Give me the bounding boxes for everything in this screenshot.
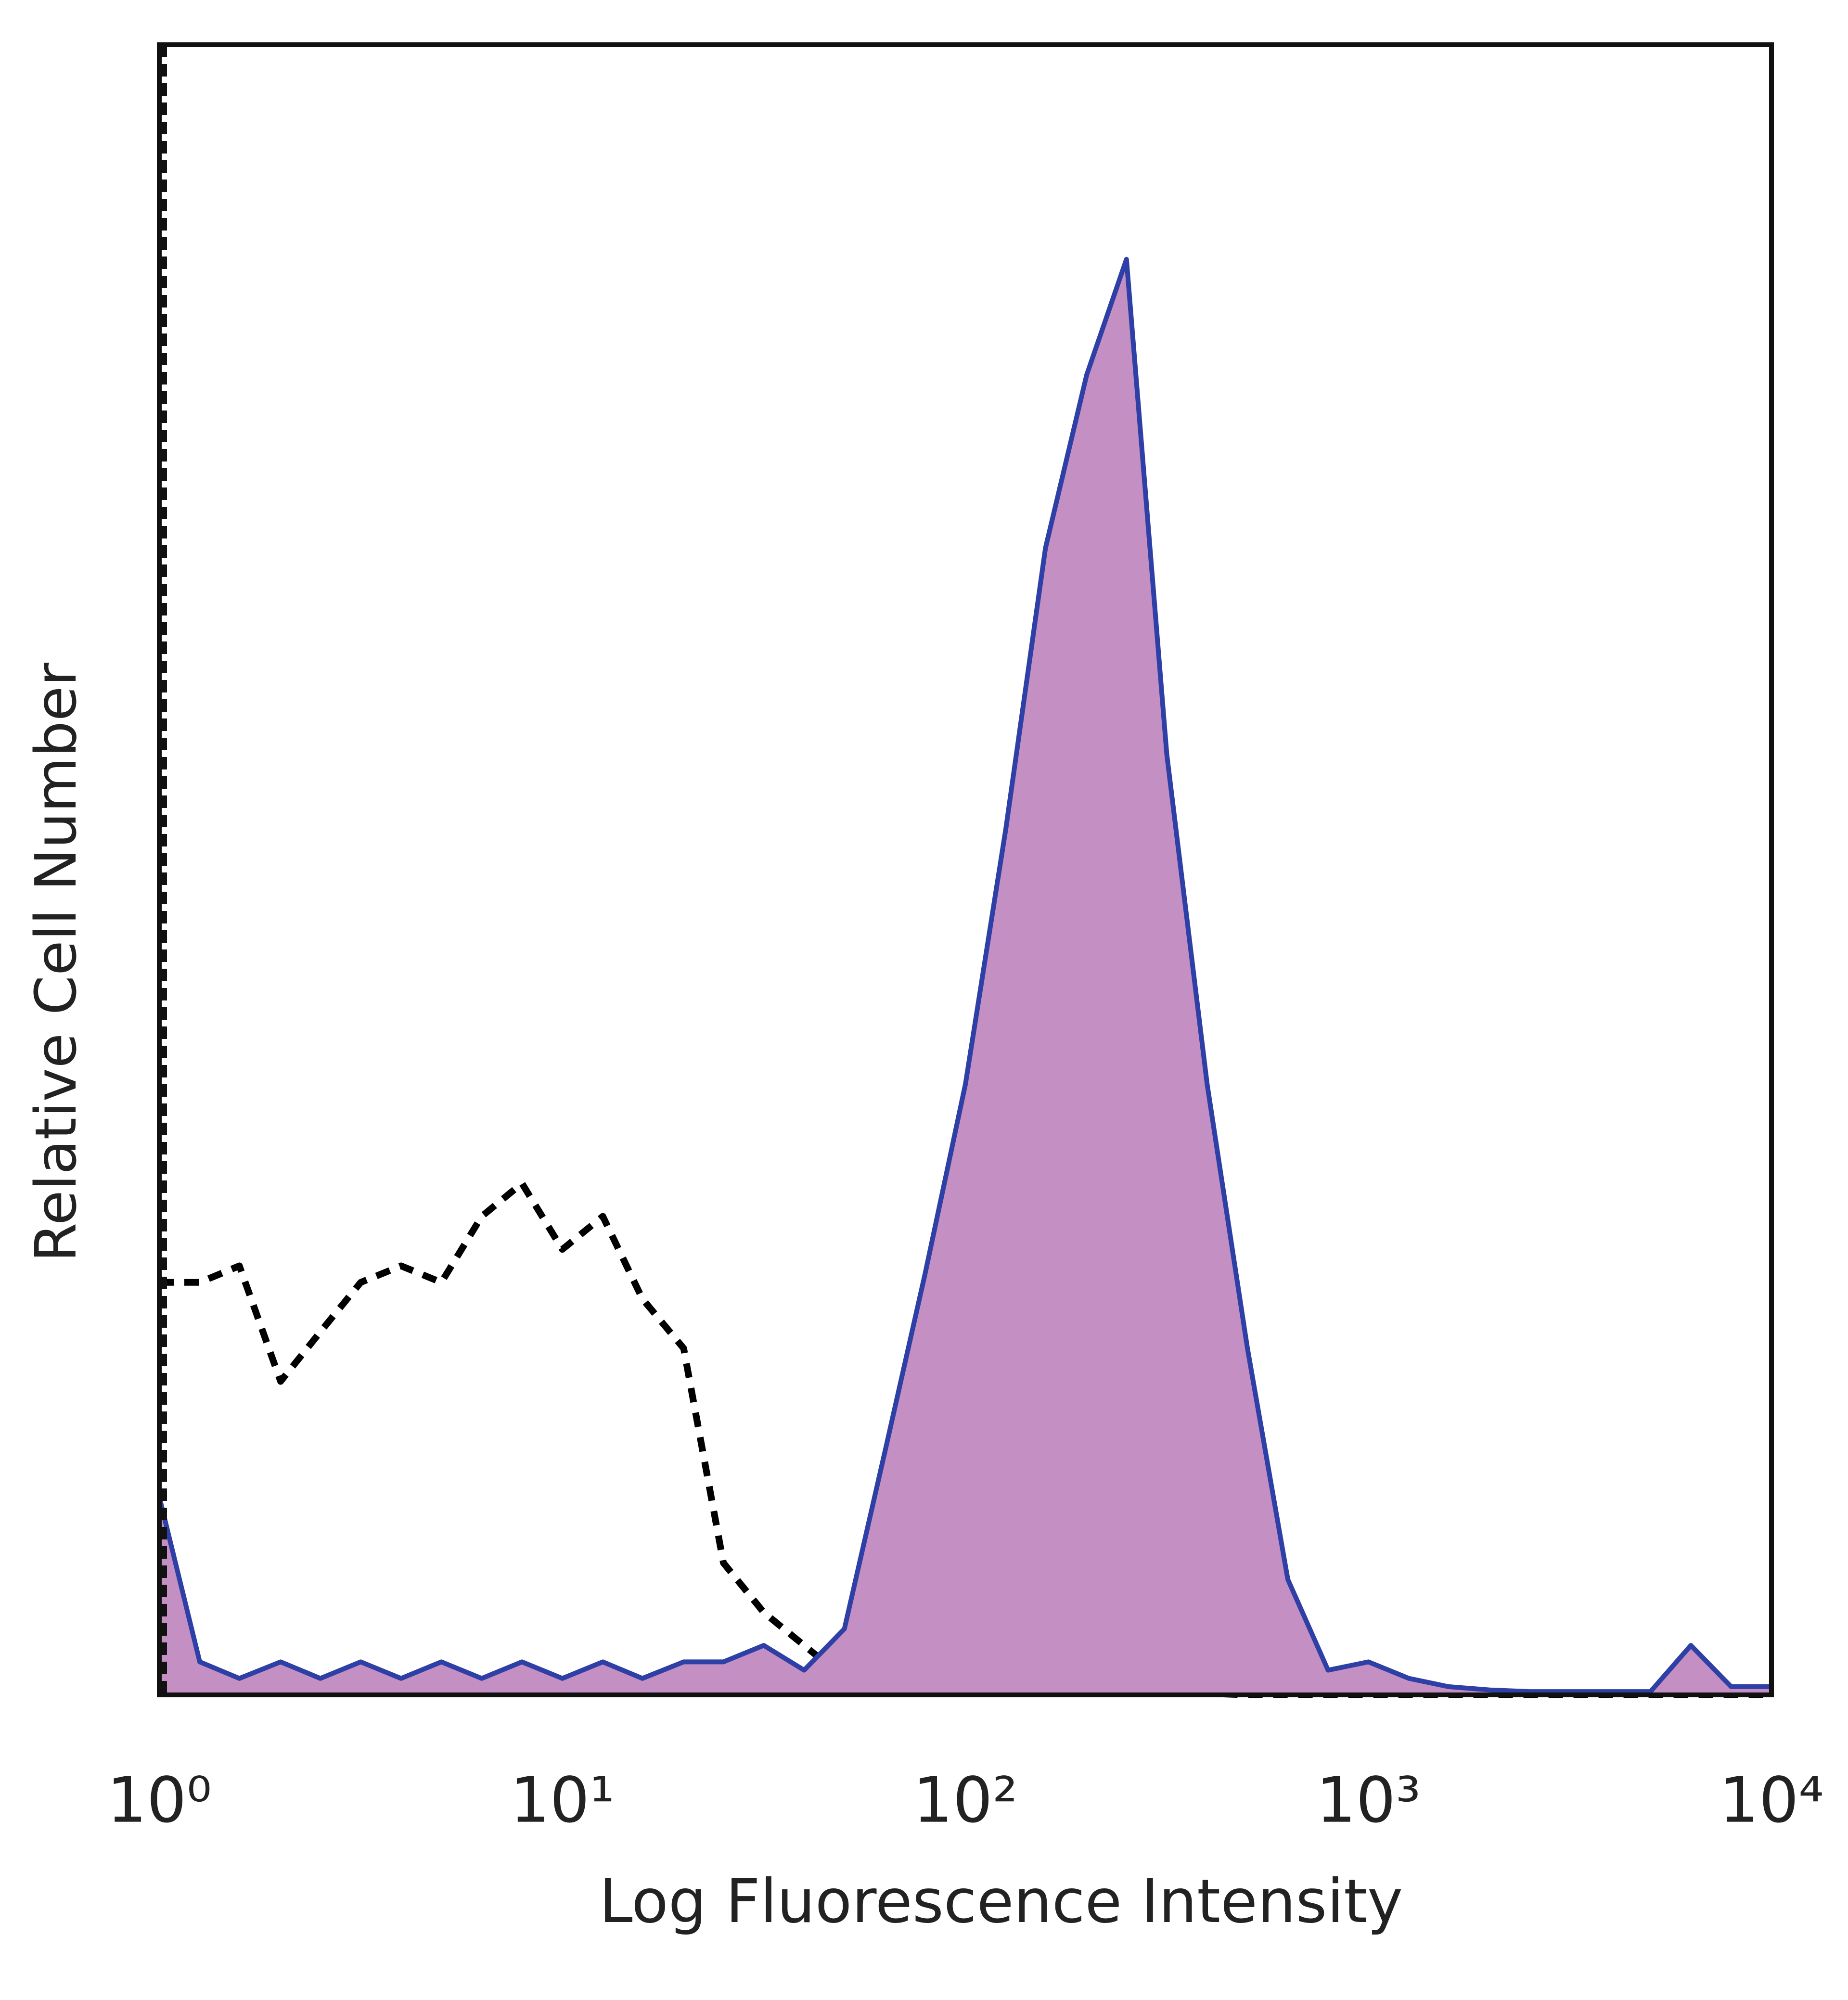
histogram-area — [159, 259, 1771, 1695]
x-tick-label: 10⁴ — [1719, 1764, 1824, 1837]
y-axis-label: Relative Cell Number — [23, 663, 89, 1262]
plot-frame — [157, 42, 1774, 1697]
x-tick-label: 10⁰ — [107, 1764, 212, 1837]
x-tick-label: 10² — [913, 1764, 1018, 1837]
x-tick-label: 10³ — [1316, 1764, 1421, 1837]
x-tick-label: 10¹ — [510, 1764, 615, 1837]
x-axis-label: Log Fluorescence Intensity — [599, 1867, 1403, 1936]
histogram-line — [157, 256, 1771, 1694]
